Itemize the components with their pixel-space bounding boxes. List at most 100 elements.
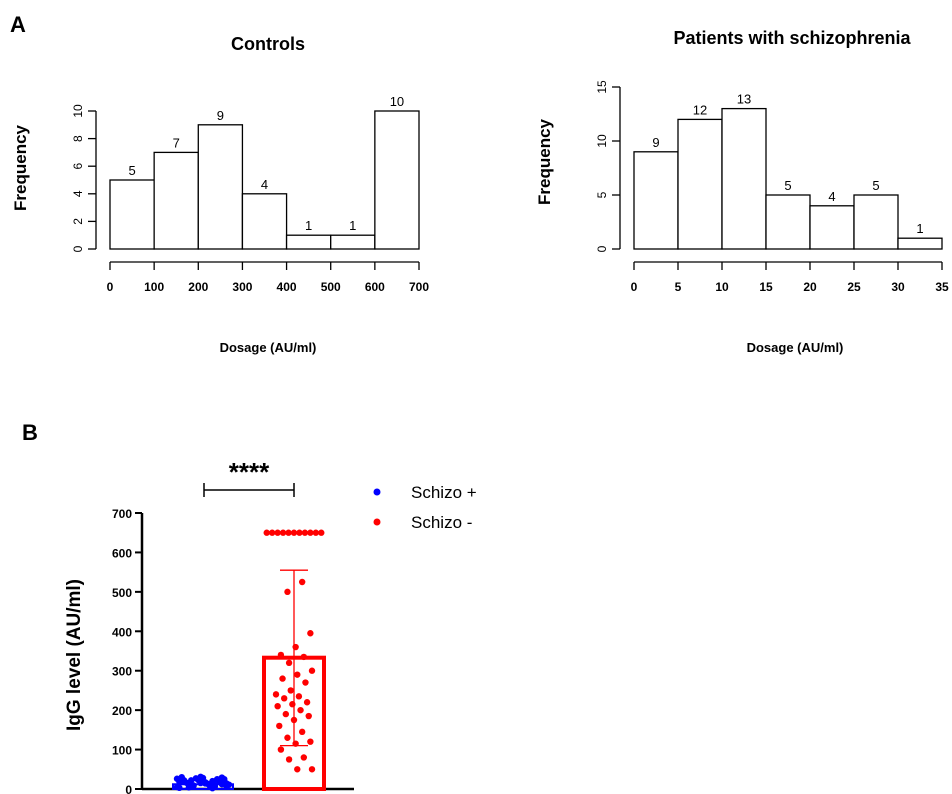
- patients-y-tick-label: 0: [595, 245, 609, 252]
- histogram-controls-ylabel: Frequency: [11, 124, 30, 211]
- schizo-minus-point: [292, 740, 299, 747]
- schizo-minus-point: [308, 766, 316, 773]
- controls-x-tick-label: 100: [144, 280, 164, 294]
- schizo-minus-point: [318, 529, 325, 536]
- controls-bar: [241, 193, 288, 250]
- controls-x-tick-label: 200: [188, 280, 208, 294]
- patients-bar-count: 5: [872, 178, 879, 193]
- schizo-minus-point: [294, 671, 301, 678]
- schizo-minus-point: [294, 766, 301, 773]
- legend-label-schizo-minus: Schizo -: [411, 513, 472, 532]
- igg-y-tick-label: 200: [112, 704, 132, 718]
- schizo-minus-point: [296, 529, 303, 536]
- panel-b-letter: B: [22, 420, 38, 445]
- controls-bar-count: 9: [217, 108, 224, 123]
- panel-a-letter: A: [10, 12, 26, 37]
- igg-y-tick-label: 500: [112, 586, 132, 600]
- controls-x-tick-label: 700: [409, 280, 429, 294]
- igg-y-tick-label: 400: [112, 625, 132, 639]
- controls-bar: [153, 151, 199, 250]
- patients-bar-count: 4: [828, 189, 835, 204]
- controls-x-tick-label: 300: [232, 280, 252, 294]
- schizo-minus-point: [300, 653, 308, 661]
- schizo-plus-point: [213, 775, 221, 783]
- schizo-plus-point: [197, 773, 204, 780]
- patients-y-tick-label: 15: [595, 80, 609, 94]
- schizo-plus-point: [173, 775, 181, 782]
- patients-x-tick-label: 15: [759, 280, 773, 294]
- patients-bar: [853, 194, 899, 250]
- schizo-minus-point: [268, 529, 276, 536]
- patients-x-tick-label: 5: [675, 280, 682, 294]
- controls-bar: [109, 179, 155, 250]
- patients-bar: [897, 237, 943, 250]
- schizo-minus-point: [279, 529, 287, 536]
- histogram-patients-title: Patients with schizophrenia: [673, 28, 911, 48]
- legend-label-schizo-plus: Schizo +: [411, 483, 477, 502]
- schizo-minus-point: [263, 529, 270, 536]
- schizo-plus-point: [190, 782, 197, 790]
- schizo-minus-point: [279, 675, 286, 682]
- igg-y-tick-label: 100: [112, 744, 132, 758]
- controls-bar-count: 10: [390, 94, 404, 109]
- schizo-minus-point: [305, 712, 312, 720]
- schizo-minus-point: [276, 722, 283, 730]
- patients-x-tick-label: 0: [631, 280, 638, 294]
- schizo-plus-point: [176, 784, 183, 792]
- patients-bar-count: 5: [784, 178, 791, 193]
- schizo-minus-point: [272, 691, 280, 698]
- patients-y-tick-label: 5: [595, 191, 609, 198]
- histogram-patients-ylabel: Frequency: [535, 118, 554, 205]
- schizo-minus-point: [285, 659, 293, 667]
- patients-bar-count: 9: [652, 135, 659, 150]
- schizo-minus-point: [277, 651, 285, 659]
- patients-bar: [721, 107, 767, 250]
- schizo-minus-point: [277, 746, 285, 753]
- controls-x-tick-label: 0: [107, 280, 114, 294]
- controls-bar: [285, 234, 332, 250]
- igg-chart-ylabel: IgG level (AU/ml): [64, 579, 85, 731]
- controls-bar: [330, 234, 376, 250]
- patients-bar-count: 12: [693, 102, 707, 117]
- controls-bar: [197, 124, 244, 250]
- schizo-plus-point: [211, 781, 219, 789]
- histogram-controls-xlabel: Dosage (AU/ml): [220, 340, 317, 355]
- schizo-minus-point: [274, 529, 281, 536]
- schizo-minus-point: [312, 529, 320, 536]
- schizo-minus-point: [307, 529, 314, 536]
- significance-marker: ****: [229, 457, 270, 487]
- schizo-minus-point: [298, 578, 306, 586]
- schizo-plus-point: [180, 777, 188, 784]
- patients-y-tick-label: 10: [595, 134, 609, 148]
- legend-marker-schizo-plus: [373, 488, 381, 496]
- schizo-minus-point: [307, 738, 314, 745]
- patients-x-tick-label: 20: [803, 280, 817, 294]
- patients-bar: [633, 151, 679, 250]
- igg-y-tick-label: 600: [112, 546, 132, 560]
- histogram-patients-xlabel: Dosage (AU/ml): [747, 340, 844, 355]
- histogram-controls-title: Controls: [231, 34, 305, 54]
- histogram-controls: Controls Dosage (AU/ml) Frequency 5 7 9 4 1 1…: [11, 34, 429, 355]
- schizo-minus-point: [295, 693, 303, 700]
- schizo-minus-point: [300, 754, 308, 761]
- schizo-minus-point: [285, 756, 293, 763]
- igg-y-tick-label: 0: [125, 783, 132, 794]
- schizo-minus-point: [290, 716, 298, 724]
- histogram-patients: Patients with schizophrenia Dosage (AU/m…: [535, 28, 949, 355]
- igg-y-tick-label: 300: [112, 665, 132, 679]
- schizo-minus-point: [284, 588, 291, 596]
- igg-bar-chart: IgG level (AU/ml) 0 100 200 300 400 500 600 700…: [64, 457, 477, 794]
- controls-y-tick-label: 10: [71, 104, 85, 118]
- schizo-minus-point: [287, 687, 294, 694]
- schizo-minus-point: [280, 695, 288, 702]
- controls-y-tick-label: 2: [71, 218, 85, 225]
- schizo-minus-point: [290, 529, 298, 536]
- controls-bar-count: 1: [305, 218, 312, 233]
- controls-bar-count: 5: [128, 163, 135, 178]
- schizo-minus-point: [308, 667, 316, 674]
- controls-bar-count: 1: [349, 218, 356, 233]
- patients-x-tick-label: 30: [891, 280, 905, 294]
